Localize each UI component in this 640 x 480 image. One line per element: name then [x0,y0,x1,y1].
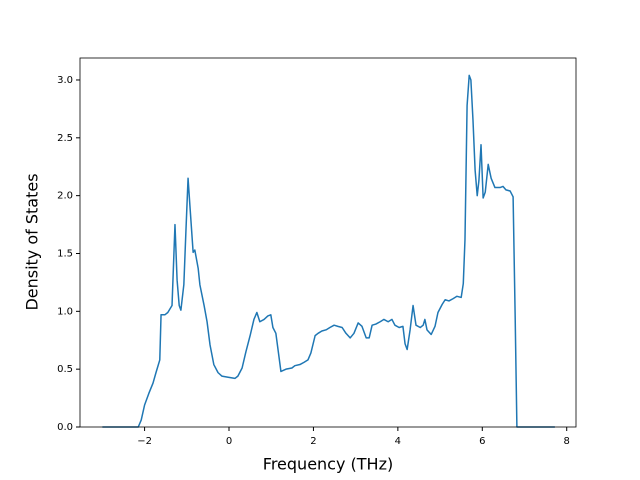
line [102,74,555,428]
y-tick-label: 0.5 [57,364,73,375]
y-tick-label: 2.5 [57,133,73,144]
x-tick-label: 4 [395,436,401,447]
y-tick-label: 1.0 [57,306,73,317]
x-tick-label: 2 [310,436,316,447]
x-tick-label: 6 [479,436,485,447]
x-tick-label: −2 [137,436,152,447]
plot-frame [79,57,577,428]
x-tick-label: 0 [226,436,232,447]
y-tick-label: 0.0 [57,422,73,433]
y-axis-label: Density of States [23,173,42,310]
x-axis-label: Frequency (THz) [263,455,393,474]
x-tick-label: 8 [564,436,570,447]
y-tick-label: 3.0 [57,75,73,86]
y-tick-label: 2.0 [57,191,73,202]
y-tick-label: 1.5 [57,248,73,259]
